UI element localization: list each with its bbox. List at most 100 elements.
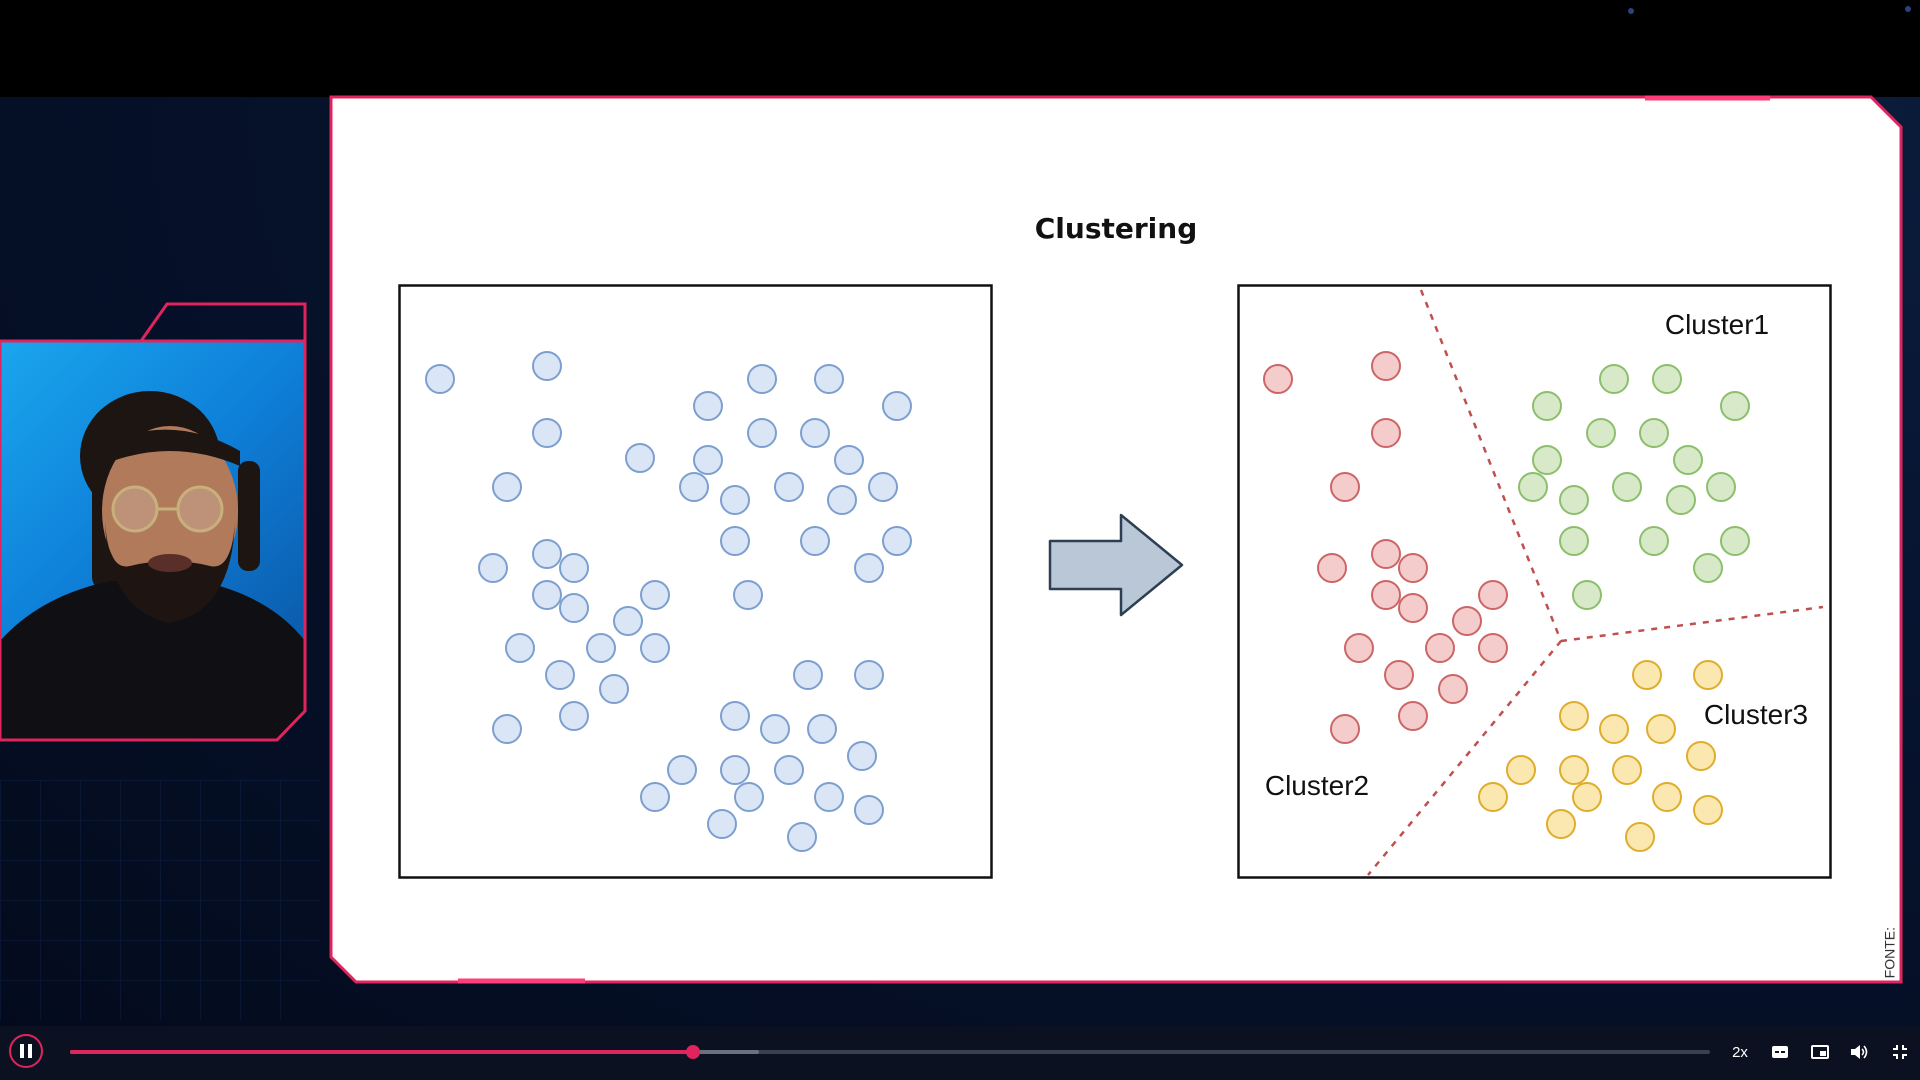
data-point: [559, 701, 589, 731]
data-point: [882, 526, 912, 556]
data-point: [847, 741, 877, 771]
transform-arrow-icon: [1048, 513, 1184, 617]
playback-speed-button[interactable]: 2x: [1732, 1043, 1748, 1061]
cluster3-point: [1546, 809, 1576, 839]
cluster1-point: [1666, 485, 1696, 515]
cluster-divider-line: [1560, 605, 1824, 643]
cluster1-point: [1652, 364, 1682, 394]
cluster-divider-line: [1367, 640, 1562, 876]
data-point: [532, 351, 562, 381]
cluster1-point: [1518, 472, 1548, 502]
cluster3-point: [1625, 822, 1655, 852]
pause-button[interactable]: [9, 1034, 43, 1068]
cluster2-point: [1478, 580, 1508, 610]
data-point: [559, 593, 589, 623]
cluster2-point: [1398, 593, 1428, 623]
data-point: [747, 418, 777, 448]
pause-icon: [20, 1044, 24, 1058]
data-point: [734, 782, 764, 812]
cluster1-point: [1612, 472, 1642, 502]
background-grid: [0, 780, 320, 1020]
cluster3-point: [1646, 714, 1676, 744]
data-point: [545, 660, 575, 690]
captions-icon: [1772, 1046, 1788, 1058]
cluster3-point: [1693, 660, 1723, 690]
cluster1-point: [1559, 526, 1589, 556]
data-point: [720, 755, 750, 785]
cluster3-point: [1559, 755, 1589, 785]
cluster2-point: [1371, 351, 1401, 381]
cluster1-point: [1639, 418, 1669, 448]
data-point: [834, 445, 864, 475]
cluster3-point: [1686, 741, 1716, 771]
data-point: [720, 485, 750, 515]
data-point: [425, 364, 455, 394]
cluster2-point: [1371, 418, 1401, 448]
data-point: [868, 472, 898, 502]
data-point: [800, 418, 830, 448]
progress-bar[interactable]: [70, 1045, 1710, 1059]
cluster-dividers: [1367, 289, 1824, 876]
data-point: [760, 714, 790, 744]
data-point: [640, 782, 670, 812]
data-point: [532, 580, 562, 610]
cluster1-point: [1693, 553, 1723, 583]
data-point: [800, 526, 830, 556]
cluster2-point: [1344, 633, 1374, 663]
cluster3-point: [1599, 714, 1629, 744]
top-band: [0, 0, 1920, 97]
data-point: [707, 809, 737, 839]
decorative-dot: [1628, 8, 1634, 14]
picture-in-picture-button[interactable]: [1809, 1041, 1831, 1063]
data-point: [559, 553, 589, 583]
data-point: [793, 660, 823, 690]
cluster1-label: Cluster1: [1665, 309, 1769, 340]
cluster2-point: [1425, 633, 1455, 663]
data-point: [854, 553, 884, 583]
cluster2-point: [1384, 660, 1414, 690]
exit-fullscreen-button[interactable]: [1889, 1041, 1911, 1063]
cluster1-point: [1720, 526, 1750, 556]
data-point: [532, 539, 562, 569]
cluster2-point: [1398, 553, 1428, 583]
cluster1-point: [1706, 472, 1736, 502]
data-point: [693, 445, 723, 475]
data-point: [640, 633, 670, 663]
data-point: [814, 364, 844, 394]
data-point: [720, 701, 750, 731]
cluster3-point: [1652, 782, 1682, 812]
cluster3-point: [1612, 755, 1642, 785]
data-point: [882, 391, 912, 421]
progress-handle[interactable]: [686, 1045, 701, 1059]
cluster2-point: [1398, 701, 1428, 731]
pause-icon: [28, 1044, 32, 1058]
played-range: [70, 1050, 694, 1054]
volume-icon: [1851, 1045, 1868, 1059]
data-point: [586, 633, 616, 663]
captions-button[interactable]: [1769, 1041, 1791, 1063]
cluster2-point: [1330, 472, 1360, 502]
cluster3-point: [1478, 782, 1508, 812]
data-point: [854, 660, 884, 690]
cluster1-point: [1586, 418, 1616, 448]
cluster2-label: Cluster2: [1265, 770, 1369, 801]
data-point: [774, 755, 804, 785]
data-point: [747, 364, 777, 394]
slide-title: Clustering: [1034, 212, 1198, 245]
data-point: [814, 782, 844, 812]
picture-in-picture-icon: [1811, 1045, 1829, 1059]
data-point: [625, 443, 655, 473]
data-point: [532, 418, 562, 448]
cluster1-point: [1720, 391, 1750, 421]
cluster1-point: [1572, 580, 1602, 610]
cluster2-point: [1317, 553, 1347, 583]
cluster2-point: [1438, 674, 1468, 704]
cluster2-point: [1263, 364, 1293, 394]
cluster2-point: [1371, 580, 1401, 610]
data-point: [827, 485, 857, 515]
cluster3-point: [1559, 701, 1589, 731]
exit-fullscreen-icon: [1893, 1045, 1907, 1059]
volume-button[interactable]: [1848, 1041, 1870, 1063]
